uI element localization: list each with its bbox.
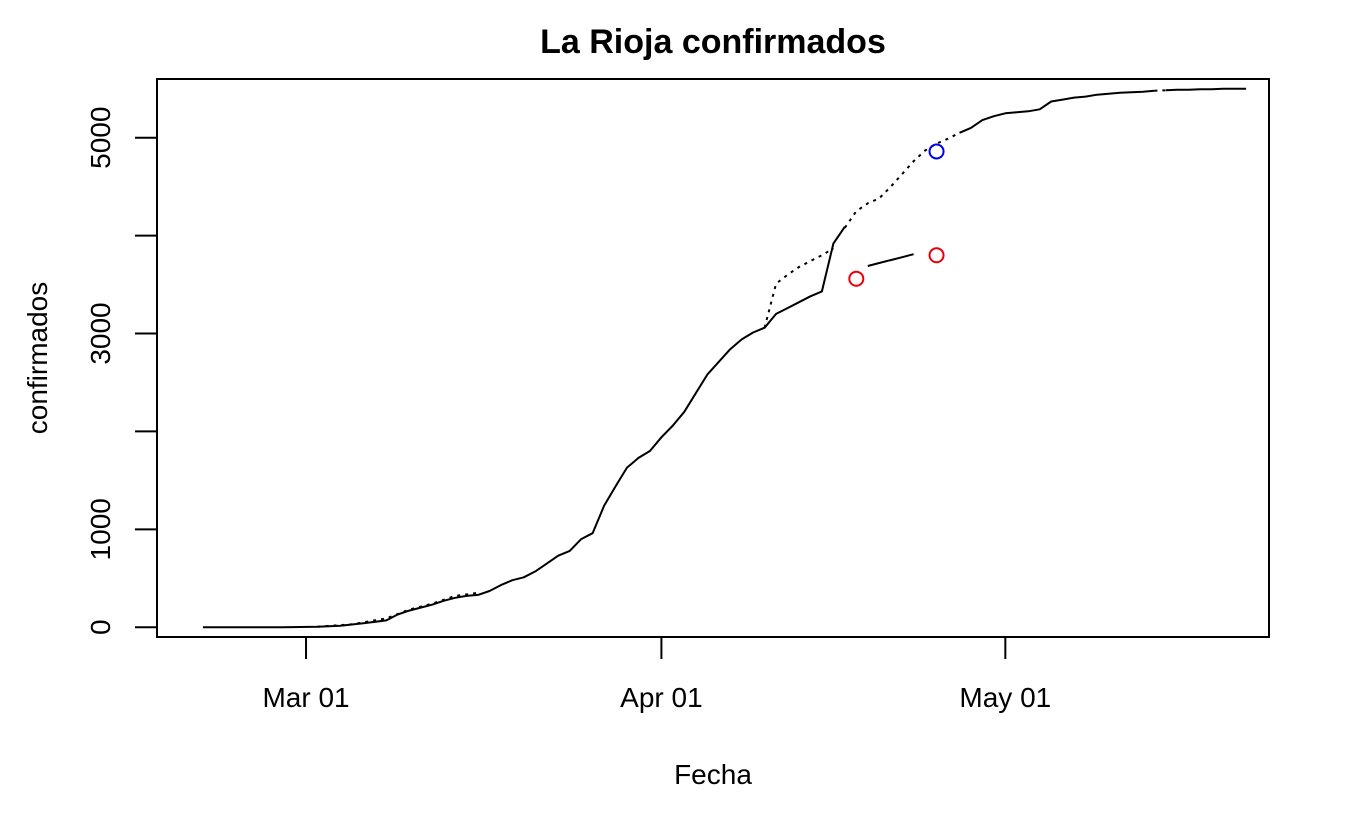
data-point-marker: [848, 270, 865, 287]
data-point-marker: [928, 247, 945, 264]
x-axis: Mar 01 Apr 01 May 01: [262, 637, 1051, 713]
y-axis-label: confirmados: [22, 282, 53, 435]
series-dotted-line: [763, 247, 834, 328]
y-tick-label: 1000: [85, 498, 116, 560]
x-tick-label: Apr 01: [620, 682, 703, 713]
series-solid-line: [202, 226, 846, 629]
y-tick-label: 5000: [85, 107, 116, 169]
x-axis-label: Fecha: [674, 759, 752, 790]
data-point-marker: [928, 143, 945, 160]
series-layer: [202, 87, 1247, 629]
points-layer: [848, 143, 945, 287]
series-solid-line: [1165, 87, 1247, 92]
series-solid-line: [867, 253, 914, 267]
plot-frame: [156, 78, 1270, 638]
x-tick-label: Mar 01: [262, 682, 349, 713]
y-axis: 0 1000 3000 5000: [85, 107, 157, 635]
x-tick-label: May 01: [959, 682, 1051, 713]
series-dotted-line: [317, 591, 479, 628]
chart-title: La Rioja confirmados: [540, 23, 886, 61]
series-solid-line: [959, 89, 1155, 134]
y-tick-label: 0: [85, 619, 116, 635]
series-dotted-line: [843, 131, 960, 229]
y-tick-label: 3000: [85, 302, 116, 364]
